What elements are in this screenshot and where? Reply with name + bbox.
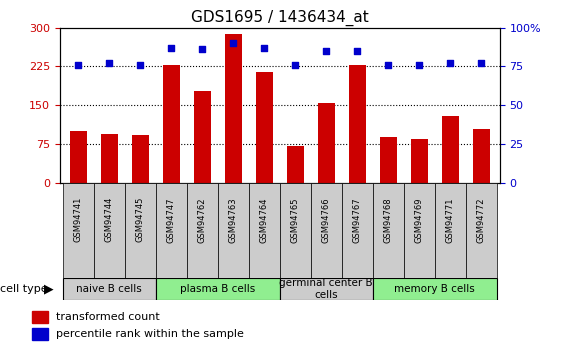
Bar <box>466 183 497 278</box>
Bar <box>442 116 459 183</box>
Bar <box>70 131 87 183</box>
Bar <box>311 183 342 278</box>
Text: germinal center B
cells: germinal center B cells <box>279 278 373 300</box>
Bar <box>249 183 280 278</box>
Bar <box>194 91 211 183</box>
Bar <box>342 183 373 278</box>
Bar <box>373 278 497 300</box>
Text: GSM94745: GSM94745 <box>136 197 145 243</box>
Bar <box>349 65 366 183</box>
Bar <box>280 183 311 278</box>
Bar <box>318 103 335 183</box>
Text: GSM94762: GSM94762 <box>198 197 207 243</box>
Text: percentile rank within the sample: percentile rank within the sample <box>56 329 244 339</box>
Point <box>291 62 300 68</box>
Bar <box>435 183 466 278</box>
Bar <box>62 278 156 300</box>
Point <box>136 62 145 68</box>
Point <box>198 47 207 52</box>
Bar <box>162 65 179 183</box>
Text: GSM94741: GSM94741 <box>74 197 83 243</box>
Bar <box>287 146 304 183</box>
Text: transformed count: transformed count <box>56 312 160 322</box>
Text: plasma B cells: plasma B cells <box>180 284 256 294</box>
Text: GSM94771: GSM94771 <box>446 197 455 243</box>
Point <box>353 48 362 53</box>
Bar <box>380 137 397 183</box>
Text: cell type: cell type <box>0 284 48 294</box>
Text: GSM94768: GSM94768 <box>384 197 392 243</box>
Bar <box>473 128 490 183</box>
Bar <box>373 183 404 278</box>
Text: memory B cells: memory B cells <box>394 284 475 294</box>
Point <box>260 45 269 50</box>
Point <box>229 40 238 46</box>
Bar <box>32 310 48 323</box>
Bar <box>225 34 242 183</box>
Text: GSM94769: GSM94769 <box>415 197 424 243</box>
Point <box>74 62 83 68</box>
Text: GSM94766: GSM94766 <box>321 197 331 243</box>
Text: naive B cells: naive B cells <box>76 284 142 294</box>
Bar <box>218 183 249 278</box>
Point <box>477 61 486 66</box>
Text: GSM94764: GSM94764 <box>260 197 269 243</box>
Bar <box>411 139 428 183</box>
Point <box>166 45 176 50</box>
Bar <box>156 183 187 278</box>
Point <box>415 62 424 68</box>
Text: GSM94744: GSM94744 <box>105 197 114 243</box>
Point <box>384 62 393 68</box>
Bar <box>132 135 149 183</box>
Bar <box>156 278 280 300</box>
Bar <box>280 278 373 300</box>
Text: GSM94772: GSM94772 <box>477 197 486 243</box>
Point <box>321 48 331 53</box>
Bar <box>404 183 435 278</box>
Bar <box>62 183 94 278</box>
Title: GDS1695 / 1436434_at: GDS1695 / 1436434_at <box>191 10 369 26</box>
Text: GSM94765: GSM94765 <box>291 197 300 243</box>
Bar <box>187 183 218 278</box>
Bar <box>94 183 125 278</box>
Text: GSM94767: GSM94767 <box>353 197 362 243</box>
Text: ▶: ▶ <box>44 283 53 295</box>
Text: GSM94763: GSM94763 <box>229 197 238 243</box>
Text: GSM94747: GSM94747 <box>167 197 176 243</box>
Bar <box>32 328 48 340</box>
Bar <box>256 71 273 183</box>
Bar <box>101 134 118 183</box>
Point <box>446 61 455 66</box>
Bar <box>125 183 156 278</box>
Point <box>105 61 114 66</box>
